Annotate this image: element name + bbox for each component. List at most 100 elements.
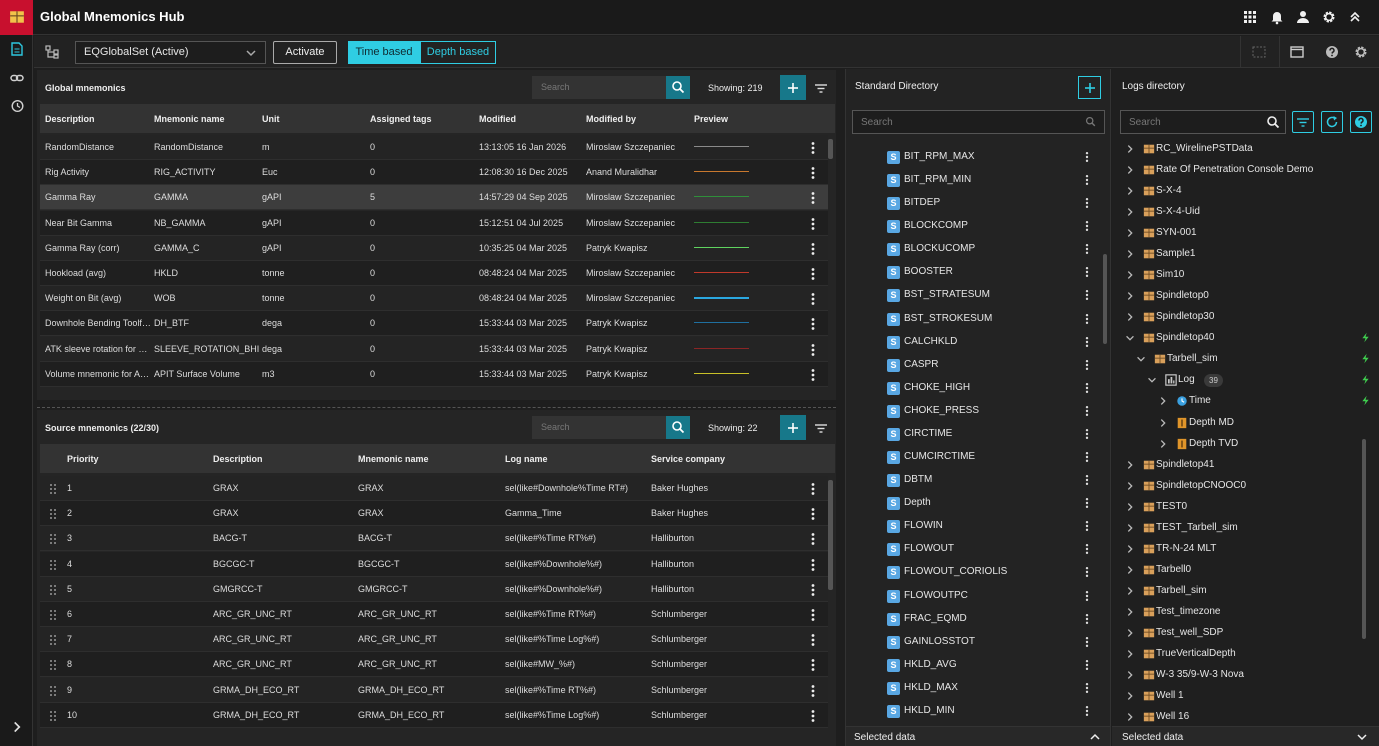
add-button[interactable] <box>1078 76 1101 99</box>
tree-item[interactable]: Well 1 <box>1112 687 1374 707</box>
table-row[interactable]: Rig Activity RIG_ACTIVITY Euc 0 12:08:30 16 … <box>40 160 828 186</box>
help-button[interactable] <box>1350 111 1372 133</box>
tree-item[interactable]: S-X-4 <box>1112 182 1374 202</box>
tree-item[interactable]: Spindletop0 <box>1112 287 1374 307</box>
table-row[interactable]: 2 GRAX GRAX Gamma_Time Baker Hughes <box>40 501 828 527</box>
directory-item[interactable]: S CHOKE_HIGH <box>846 378 1104 400</box>
directory-item[interactable]: S Depth <box>846 493 1104 515</box>
tree-item[interactable]: Test_timezone <box>1112 603 1374 623</box>
search-button[interactable] <box>666 416 690 439</box>
directory-item[interactable]: S BLOCKCOMP <box>846 216 1104 238</box>
directory-item[interactable]: S CALCHKLD <box>846 332 1104 354</box>
dataset-text: EQGlobalSet (Active) <box>84 46 189 58</box>
table-row[interactable]: Near Bit Gamma NB_GAMMA gAPI 0 15:12:51 04 J… <box>40 210 828 236</box>
add-button[interactable] <box>780 75 806 100</box>
search-box[interactable]: Search <box>852 110 1105 134</box>
table-row[interactable]: 4 BGCGC-T BGCGC-T sel(like#%Downhole%#) Hall… <box>40 551 828 577</box>
cell: Miroslaw Szczepaniec <box>586 192 676 203</box>
tree-item[interactable]: Spindletop30 <box>1112 308 1374 328</box>
chevR-icon <box>1127 586 1133 595</box>
tree-item[interactable]: Time <box>1112 392 1374 412</box>
add-button[interactable] <box>780 415 806 440</box>
dataset-select[interactable]: EQGlobalSet (Active) <box>75 41 266 64</box>
cell: Halliburton <box>651 583 695 594</box>
table-row[interactable]: ATK sleeve rotation for … SLEEVE_ROTATION… <box>40 336 828 362</box>
tree-item[interactable]: SYN-001 <box>1112 224 1374 244</box>
tree-label: Tarbell_sim <box>1156 584 1207 596</box>
tree-item[interactable]: TrueVerticalDepth <box>1112 645 1374 665</box>
directory-item[interactable]: S BST_STROKESUM <box>846 309 1104 331</box>
tree-item[interactable]: TR-N-24 MLT <box>1112 540 1374 560</box>
tree-item[interactable]: Sim10 <box>1112 266 1374 286</box>
directory-item[interactable]: S BLOCKUCOMP <box>846 239 1104 261</box>
directory-item[interactable]: S FLOWOUTPC <box>846 586 1104 608</box>
tree-item[interactable]: Well 16 <box>1112 708 1374 728</box>
tree-label: Depth TVD <box>1189 437 1239 449</box>
tree-item[interactable]: Test_well_SDP <box>1112 624 1374 644</box>
directory-item[interactable]: S BST_STRATESUM <box>846 285 1104 307</box>
table-row[interactable]: 6 ARC_GR_UNC_RT ARC_GR_UNC_RT sel(like#%Tim… <box>40 602 828 627</box>
search-box[interactable]: Search <box>1120 110 1286 134</box>
directory-item[interactable]: S FLOWOUT_CORIOLIS <box>846 562 1104 584</box>
tree-item[interactable]: Spindletop40 <box>1112 329 1374 349</box>
directory-item[interactable]: S BOOSTER <box>846 262 1104 284</box>
tree-item[interactable]: Spindletop41 <box>1112 456 1374 476</box>
tree-item[interactable]: Tarbell_sim <box>1112 350 1374 370</box>
search-box[interactable]: Search <box>532 76 666 99</box>
tree-item[interactable]: W-3 35/9-W-3 Nova <box>1112 666 1374 686</box>
table-row[interactable]: 3 BACG-T BACG-T sel(like#%Time RT%#) Hallibu… <box>40 526 828 552</box>
directory-item[interactable]: S DBTM <box>846 470 1104 492</box>
directory-item[interactable]: S FLOWOUT <box>846 539 1104 561</box>
directory-item[interactable]: S HKLD_MIN <box>846 701 1104 723</box>
tree-item[interactable]: Depth MD <box>1112 414 1374 434</box>
directory-item[interactable]: S HKLD_AVG <box>846 655 1104 677</box>
table-row[interactable]: Gamma Ray (corr) GAMMA_C gAPI 0 10:35:25 04 … <box>40 235 828 261</box>
tree-item[interactable]: Tarbell_sim <box>1112 582 1374 602</box>
directory-item[interactable]: S BIT_RPM_MIN <box>846 170 1104 192</box>
refresh-button[interactable] <box>1321 111 1343 133</box>
directory-item[interactable]: S FLOWIN <box>846 516 1104 538</box>
directory-item[interactable]: S GAINLOSSTOT <box>846 632 1104 654</box>
mode-time[interactable]: Time based <box>348 41 420 64</box>
cell: RandomDistance <box>45 142 115 152</box>
table-row[interactable]: RandomDistance RandomDistance m 0 13:13:05 1… <box>40 135 828 160</box>
tree-item[interactable]: S-X-4-Uid <box>1112 203 1374 223</box>
directory-item[interactable]: S FRAC_EQMD <box>846 609 1104 631</box>
table-row[interactable]: Gamma Ray GAMMA gAPI 5 14:57:29 04 Sep 2025 M… <box>40 185 828 211</box>
cell: sel(like#%Time Log%#) <box>505 709 600 720</box>
well-icon <box>1143 270 1155 280</box>
chevR-icon <box>1127 713 1133 721</box>
tree-item[interactable]: Depth TVD <box>1112 435 1374 455</box>
activate-button[interactable]: Activate <box>273 41 337 64</box>
kebab-icon <box>1085 475 1089 486</box>
tree-item[interactable]: Tarbell0 <box>1112 561 1374 581</box>
directory-item[interactable]: S CHOKE_PRESS <box>846 401 1104 423</box>
table-row[interactable]: 10 GRMA_DH_ECO_RT GRMA_DH_ECO_RT sel(like#%… <box>40 702 828 728</box>
directory-item[interactable]: S CUMCIRCTIME <box>846 447 1104 469</box>
directory-item[interactable]: S HKLD_MAX <box>846 678 1104 700</box>
tree-item[interactable]: Log 39 <box>1112 371 1374 391</box>
table-row[interactable]: Hookload (avg) HKLD tonne 0 08:48:24 04 Mar … <box>40 261 828 286</box>
table-row[interactable]: 7 ARC_GR_UNC_RT ARC_GR_UNC_RT sel(like#%Tim… <box>40 627 828 653</box>
tree-item[interactable]: RC_WirelinePSTData <box>1112 140 1374 160</box>
search-button[interactable] <box>666 76 690 99</box>
tree-item[interactable]: Sample1 <box>1112 245 1374 265</box>
directory-item[interactable]: S CASPR <box>846 355 1104 377</box>
table-row[interactable]: Downhole Bending Toolf… DH_BTF dega 0 15:33:… <box>40 311 828 337</box>
table-row[interactable]: 1 GRAX GRAX sel(like#Downhole%Time RT#) Bake… <box>40 476 828 501</box>
table-row[interactable]: 5 GMGRCC-T GMGRCC-T sel(like#%Downhole%#) Ha… <box>40 576 828 602</box>
search-box[interactable]: Search <box>532 416 666 439</box>
tree-item[interactable]: TEST_Tarbell_sim <box>1112 519 1374 539</box>
tree-item[interactable]: Rate Of Penetration Console Demo <box>1112 161 1374 181</box>
directory-item[interactable]: S BIT_RPM_MAX <box>846 147 1104 169</box>
table-row[interactable]: 9 GRMA_DH_ECO_RT GRMA_DH_ECO_RT sel(like#%T… <box>40 677 828 703</box>
tree-item[interactable]: SpindletopCNOOC0 <box>1112 477 1374 497</box>
directory-item[interactable]: S BITDEP <box>846 193 1104 215</box>
filter-button[interactable] <box>1292 111 1314 133</box>
table-row[interactable]: Weight on Bit (avg) WOB tonne 0 08:48:24 04 … <box>40 286 828 312</box>
mode-depth[interactable]: Depth based <box>420 41 496 64</box>
table-row[interactable]: Volume mnemonic for A… APIT Surface Volum… <box>40 361 828 387</box>
tree-item[interactable]: TEST0 <box>1112 498 1374 518</box>
table-row[interactable]: 8 ARC_GR_UNC_RT ARC_GR_UNC_RT sel(like#MW_%… <box>40 652 828 678</box>
directory-item[interactable]: S CIRCTIME <box>846 424 1104 446</box>
